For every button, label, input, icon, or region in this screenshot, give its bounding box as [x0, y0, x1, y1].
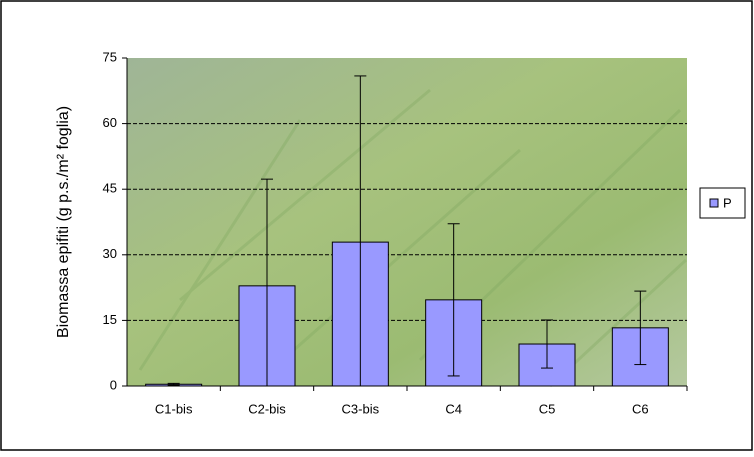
y-tick-label: 15 [103, 312, 117, 327]
legend-label: P [723, 195, 732, 210]
y-axis-label: Biomassa epifiti (g p.s./m² foglia) [55, 106, 72, 338]
y-tick-label: 0 [110, 377, 117, 392]
y-tick-label: 30 [103, 246, 117, 261]
chart: Biomassa epifiti (g p.s./m² foglia) 0 15 3… [0, 0, 754, 452]
legend-swatch [710, 199, 718, 207]
x-tick-label: C4 [445, 401, 462, 416]
x-tick-label: C1-bis [155, 401, 193, 416]
y-tick-label: 60 [103, 115, 117, 130]
x-tick-label: C3-bis [342, 401, 380, 416]
page: {"chart_data": {"type": "bar", "y_label"… [0, 0, 754, 457]
x-tick-label: C6 [632, 401, 649, 416]
x-tick-label: C2-bis [248, 401, 286, 416]
y-tick-label: 45 [103, 181, 117, 196]
x-tick-label: C5 [539, 401, 556, 416]
y-tick-label: 75 [103, 49, 117, 64]
